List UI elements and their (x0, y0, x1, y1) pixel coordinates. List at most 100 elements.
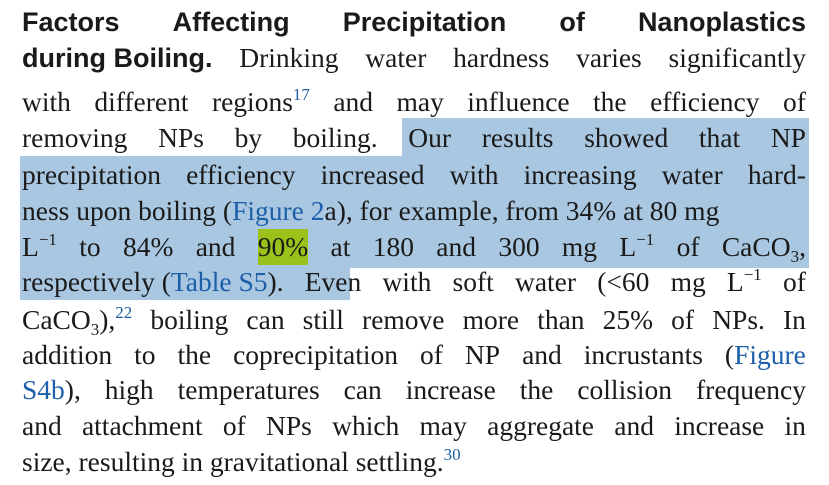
unit-L-inverse: L−1 (22, 229, 57, 265)
highlighted-word: with (449, 159, 499, 190)
caco3-with-ref: CaCO3),22 (22, 302, 132, 338)
value-84: 84% (122, 231, 174, 262)
text-line-8: respectively (Table S5). Even with soft … (22, 264, 806, 300)
highlight-band (20, 228, 809, 268)
word: which (332, 410, 400, 441)
word: incrustants (583, 339, 703, 370)
text-line-10: addition to the coprecipitation of NP an… (22, 337, 806, 373)
word: frequency (696, 374, 806, 405)
highlight-band (20, 262, 350, 300)
table-s5-link[interactable]: Table S5 (170, 266, 268, 297)
figure-2-link[interactable]: Figure 2 (232, 195, 325, 226)
highlighted-word: increased (320, 159, 425, 190)
word: and (436, 231, 476, 262)
word: may (419, 410, 467, 441)
subscript: 3 (90, 320, 100, 339)
word: still (302, 304, 344, 335)
text-run: a), for example, from 34% at 80 mg (324, 195, 720, 226)
word: coprecipitation (233, 339, 399, 370)
word: increase (674, 410, 765, 441)
word: and (333, 86, 374, 117)
unit-L-inverse: L−1 (619, 229, 654, 265)
text-run: respectively ( (22, 266, 171, 297)
highlight-band (20, 156, 809, 196)
word: NPs. (712, 304, 765, 335)
word: attachment (81, 410, 203, 441)
word: increase (405, 374, 496, 405)
figure-s4b-link[interactable]: Figure (734, 339, 806, 370)
highlight-band (20, 194, 809, 234)
word: in (784, 410, 806, 441)
text-run: ness upon boiling ( (22, 195, 233, 226)
word: and (614, 410, 654, 441)
value-90-highlight: 90% (257, 229, 309, 265)
caco3: CaCO3, (722, 229, 806, 265)
word: water (365, 42, 427, 73)
highlighted-word: hard- (747, 159, 806, 190)
section-heading-line2: during Boiling. (22, 43, 213, 73)
word: with (22, 86, 71, 117)
word: water (514, 266, 577, 297)
word: high (104, 374, 154, 405)
word: and (522, 339, 562, 370)
word: Drinking (239, 42, 339, 73)
word: varies (576, 42, 642, 73)
figure-s4b-ref-start: (Figure (725, 337, 806, 373)
word: and (195, 231, 236, 262)
word: soft (452, 266, 494, 297)
figure-s4b-ref-end: S4b), (22, 372, 81, 408)
word: regions (211, 86, 293, 117)
word: remove (362, 304, 445, 335)
text-line-11: S4b), high temperatures can increase the… (22, 372, 806, 408)
punct: ). (267, 266, 284, 297)
unit-L-inverse: L−1 (727, 264, 762, 300)
word: efficiency (650, 86, 760, 117)
respectively-table-ref: respectively (Table S5). (22, 264, 284, 300)
figure-s4b-link[interactable]: S4b (22, 374, 65, 405)
superscript: −1 (636, 230, 655, 249)
heading-word: Nanoplastics (637, 7, 806, 37)
word: than (537, 304, 585, 335)
highlighted-word: that (698, 122, 741, 153)
word: hardness (453, 42, 550, 73)
word: significantly (668, 42, 806, 73)
word: more (462, 304, 520, 335)
word: of (222, 410, 246, 441)
highlighted-word: efficiency (186, 159, 296, 190)
word: L (726, 266, 744, 297)
citation-30[interactable]: 30 (443, 445, 461, 464)
word: of (782, 86, 806, 117)
text-line-2: during Boiling. Drinking water hardness … (22, 40, 806, 76)
value-180: 180 (372, 231, 414, 262)
highlighted-word: Our (408, 122, 452, 153)
word: and (22, 410, 62, 441)
word: 25% (602, 304, 654, 335)
text-line-5: precipitation efficiency increased with … (22, 157, 806, 193)
word: NPs (265, 410, 312, 441)
word: addition (22, 339, 113, 370)
heading-word: Affecting (172, 7, 290, 37)
text-line-13: size, resulting in gravitational settlin… (22, 444, 806, 480)
word: mg (670, 266, 706, 297)
text-line-6: ness upon boiling (Figure 2a), for examp… (22, 193, 806, 229)
word: temperatures (177, 374, 320, 405)
highlighted-word: precipitation (22, 159, 161, 190)
citation-17[interactable]: 17 (292, 85, 310, 104)
word: by (234, 122, 263, 153)
word: the (177, 339, 212, 370)
word: aggregate (487, 410, 594, 441)
highlighted-word: NP (770, 122, 806, 153)
section-heading-line1: Factors Affecting Precipitation of Nanop… (22, 4, 806, 40)
text-line-4: removing NPs by boiling. Our results sho… (22, 120, 806, 156)
highlight-band (402, 118, 809, 158)
word: (<60 (597, 266, 650, 297)
word: boiling. (292, 122, 378, 153)
text-line-3: with different regions17 and may influen… (22, 84, 806, 120)
citation-22[interactable]: 22 (115, 303, 133, 322)
highlighted-word: showed (584, 122, 669, 153)
word: of (676, 231, 700, 262)
word: to (79, 231, 101, 262)
word: at (330, 231, 351, 262)
heading-word: of (559, 7, 585, 37)
word: collision (577, 374, 673, 405)
